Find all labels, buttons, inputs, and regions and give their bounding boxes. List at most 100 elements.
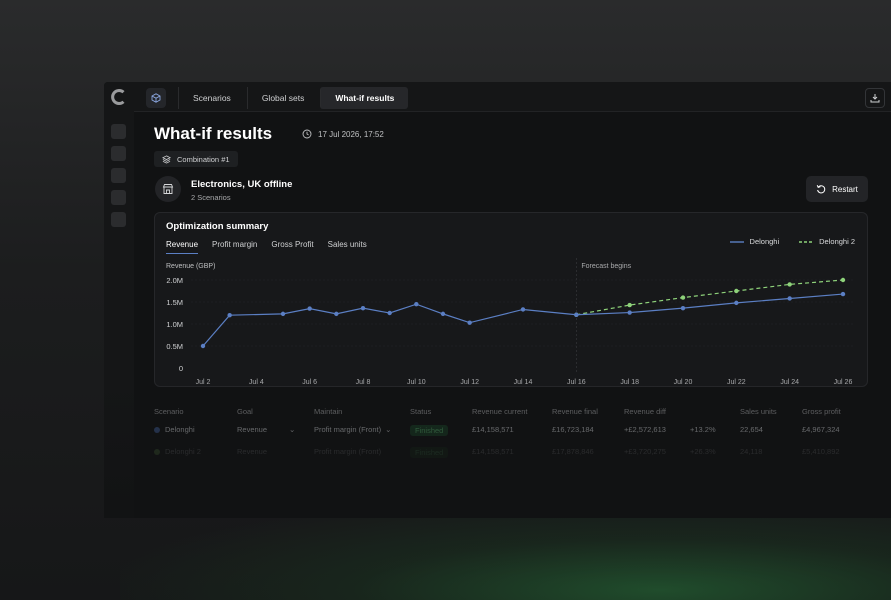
status-badge: Finished — [410, 425, 449, 436]
combination-label: Combination #1 — [177, 154, 230, 164]
restart-icon — [816, 184, 826, 194]
revenue-diff: +£2,572,613 — [624, 425, 666, 434]
data-point — [627, 302, 632, 308]
layers-icon — [162, 154, 171, 164]
restart-label: Restart — [832, 184, 858, 194]
goal-value: Revenue — [237, 425, 268, 434]
data-point — [840, 277, 846, 283]
cube-button[interactable] — [146, 88, 166, 108]
revenue-final: £17,878,846 — [552, 447, 594, 456]
series-dot-icon — [154, 427, 160, 434]
scenario-cell: Delonghi 2 — [154, 447, 201, 456]
forecast-label: Forecast begins — [581, 263, 631, 270]
maintain-select[interactable]: Profit margin (Front) ⌄ — [314, 425, 391, 434]
goal-select[interactable]: Revenue ⌄ — [237, 425, 295, 434]
x-tick-label: Jul 18 — [620, 379, 639, 386]
cube-icon — [151, 93, 161, 103]
legend-item-delonghi[interactable]: Delonghi — [729, 237, 780, 246]
tab-revenue[interactable]: Revenue — [166, 240, 199, 254]
data-point — [787, 282, 792, 287]
nav-tabs: Scenarios Global sets What-if results — [178, 87, 409, 109]
entity-name: Electronics, UK offline — [191, 179, 293, 190]
app-window: Scenarios Global sets What-if results Wh… — [104, 82, 891, 518]
data-point — [414, 302, 419, 307]
y-tick-label: 0 — [179, 364, 183, 373]
scenario-cell: Delonghi — [154, 425, 195, 434]
scenario-name: Delonghi 2 — [165, 447, 201, 456]
table-row[interactable]: Delonghi Revenue ⌄ Profit margin (Front) ⌄… — [154, 422, 868, 444]
x-tick-label: Jul 6 — [302, 379, 317, 386]
rail-nav-item-1[interactable] — [111, 124, 126, 139]
data-point — [627, 310, 632, 315]
data-point — [840, 291, 846, 297]
x-tick-label: Jul 10 — [407, 379, 426, 386]
series-line-delonghi-2 — [576, 279, 844, 316]
data-point — [280, 311, 286, 317]
left-rail — [104, 82, 134, 518]
data-point — [574, 312, 579, 317]
header-status: Status — [410, 407, 432, 416]
data-point — [787, 296, 792, 301]
tab-global-sets[interactable]: Global sets — [246, 87, 319, 109]
revenue-diff-percent: +26.3% — [690, 447, 716, 456]
x-tick-label: Jul 26 — [834, 379, 853, 386]
rail-nav-item-3[interactable] — [111, 168, 126, 183]
y-tick-label: 0.5M — [166, 342, 183, 351]
chevron-down-icon: ⌄ — [289, 425, 296, 434]
data-point — [734, 288, 739, 294]
combination-badge[interactable]: Combination #1 — [154, 151, 238, 167]
header-gross-profit: Gross profit — [802, 407, 841, 416]
data-point — [680, 295, 686, 300]
y-axis-label: Revenue (GBP) — [166, 263, 215, 270]
x-tick-label: Jul 4 — [249, 379, 264, 386]
tab-sales-units[interactable]: Sales units — [327, 240, 367, 249]
rail-nav-item-2[interactable] — [111, 146, 126, 161]
series-dot-icon — [154, 449, 160, 456]
data-point — [227, 313, 232, 318]
table-row[interactable]: Delonghi 2 Revenue Profit margin (Front)… — [154, 444, 868, 466]
y-tick-label: 1.0M — [166, 320, 183, 329]
metric-tabs: Revenue Profit margin Gross Profit Sales… — [166, 240, 367, 254]
header-sales-units: Sales units — [740, 407, 777, 416]
store-icon — [155, 176, 181, 202]
revenue-diff: +£3,720,275 — [624, 447, 666, 456]
chevron-down-icon: ⌄ — [385, 425, 392, 434]
scenario-name: Delonghi — [165, 425, 195, 434]
goal-value: Revenue — [237, 447, 268, 456]
x-tick-label: Jul 22 — [727, 379, 746, 386]
optimization-summary-card: Optimization summary Revenue Profit marg… — [154, 212, 868, 387]
page-title: What-if results — [154, 124, 273, 143]
header-goal: Goal — [237, 407, 253, 416]
gross-profit: £5,410,892 — [802, 447, 840, 456]
header-revenue-final: Revenue final — [552, 407, 598, 416]
table-header: Scenario Goal Maintain Status Revenue cu… — [154, 404, 868, 422]
header-scenario: Scenario — [154, 407, 184, 416]
x-tick-label: Jul 8 — [356, 379, 371, 386]
revenue-current: £14,158,571 — [472, 425, 514, 434]
entity-subtitle: 2 Scenarios — [191, 193, 231, 202]
x-tick-label: Jul 2 — [196, 379, 211, 386]
tab-what-if-results[interactable]: What-if results — [320, 87, 409, 109]
revenue-final: £16,723,184 — [552, 425, 594, 434]
rail-nav-item-5[interactable] — [111, 212, 126, 227]
clock-icon — [302, 129, 312, 139]
legend-item-delonghi-2[interactable]: Delonghi 2 — [799, 237, 855, 246]
tab-gross-profit[interactable]: Gross Profit — [271, 240, 314, 249]
timestamp-text: 17 Jul 2026, 17:52 — [318, 129, 384, 139]
maintain-value: Profit margin (Front) — [314, 425, 382, 434]
header-revenue-current: Revenue current — [472, 407, 528, 416]
tab-scenarios[interactable]: Scenarios — [178, 87, 245, 109]
restart-button[interactable]: Restart — [806, 176, 868, 202]
download-button[interactable] — [865, 88, 885, 108]
revenue-current: £14,158,571 — [472, 447, 514, 456]
main-content: What-if results 17 Jul 2026, 17:52 Combi… — [144, 118, 884, 518]
data-point — [334, 311, 339, 317]
tab-profit-margin[interactable]: Profit margin — [212, 240, 258, 249]
maintain-value: Profit margin (Front) — [314, 447, 382, 456]
status-badge: Finished — [410, 447, 449, 458]
x-tick-label: Jul 24 — [780, 379, 799, 386]
legend-label: Delonghi — [749, 237, 780, 246]
gross-profit: £4,967,324 — [802, 425, 840, 434]
timestamp: 17 Jul 2026, 17:52 — [302, 129, 384, 139]
rail-nav-item-4[interactable] — [111, 190, 126, 205]
